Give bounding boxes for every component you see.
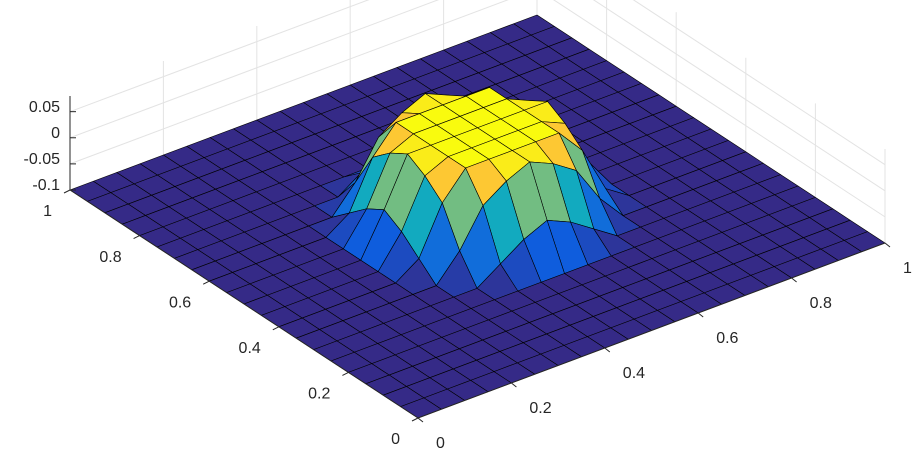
y-tick — [342, 371, 349, 376]
x-tick — [791, 277, 797, 283]
x-tick — [884, 242, 891, 248]
x-tick — [417, 417, 424, 423]
y-tick — [272, 326, 280, 331]
y-tick-label: 0 — [391, 431, 400, 448]
grid-line — [553, 0, 886, 218]
x-tick — [511, 382, 517, 388]
z-tick-label: -0.1 — [32, 177, 60, 194]
z-tick-label: -0.05 — [24, 151, 61, 168]
y-tick — [202, 280, 210, 285]
y-tick — [63, 189, 71, 194]
grid-line — [69, 0, 509, 165]
x-tick-label: 0.6 — [716, 330, 738, 347]
x-tick — [697, 312, 704, 318]
z-tick-label: 0.05 — [29, 99, 60, 116]
y-tick-label: 0.4 — [239, 340, 261, 357]
grid-line — [69, 0, 370, 113]
x-tick-label: 0.2 — [529, 400, 551, 417]
y-tick-label: 1 — [43, 203, 52, 220]
x-tick — [604, 347, 611, 353]
x-axis — [417, 242, 886, 419]
y-tick-label: 0.6 — [169, 294, 191, 311]
y-axis — [69, 189, 419, 419]
x-tick-label: 1 — [903, 260, 912, 277]
x-tick-label: 0.4 — [623, 365, 645, 382]
y-tick — [411, 417, 419, 422]
y-tick — [133, 235, 140, 240]
grid-line — [632, 0, 886, 166]
y-tick-label: 0.8 — [99, 249, 121, 266]
y-tick-label: 0.2 — [308, 386, 330, 403]
x-tick-label: 0.8 — [810, 295, 832, 312]
grid-line — [592, 0, 886, 192]
z-tick-label: 0 — [51, 125, 60, 142]
x-tick-label: 0 — [436, 435, 445, 452]
grid-line — [69, 0, 440, 139]
